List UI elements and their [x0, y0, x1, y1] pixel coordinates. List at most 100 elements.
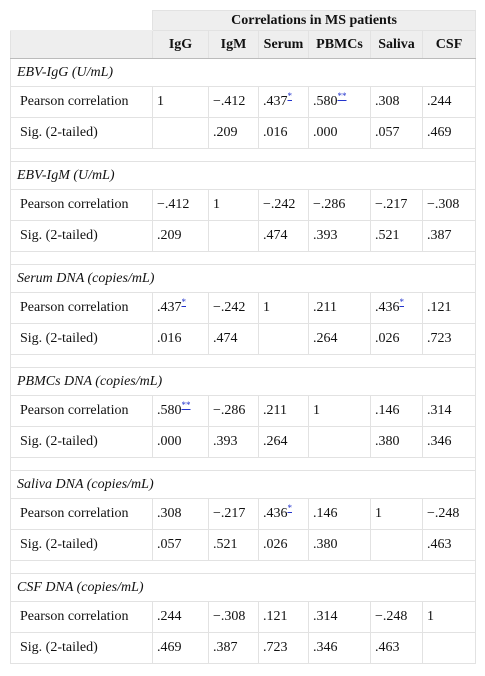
spacer — [9, 148, 477, 162]
cell: .436* — [370, 292, 423, 324]
table-body: EBV-IgG (U/mL) Pearson correlation 1 −.412.… — [9, 58, 477, 664]
spacer-row — [9, 560, 477, 574]
cell: .057 — [370, 117, 423, 149]
cell: .146 — [370, 395, 423, 427]
section-row: Serum DNA (copies/mL) — [9, 264, 477, 293]
cell: .211 — [308, 292, 371, 324]
cell: .474 — [208, 323, 259, 355]
section-row: Saliva DNA (copies/mL) — [9, 470, 477, 499]
cell: .016 — [258, 117, 309, 149]
footnote-link[interactable]: * — [287, 91, 293, 101]
cell: .580** — [152, 395, 209, 427]
data-row: Pearson correlation 1 −.412.437* .580** .308… — [10, 86, 477, 118]
cell-value: .580 — [313, 94, 338, 109]
cell: .521 — [208, 529, 259, 561]
footnote-link[interactable]: * — [287, 503, 293, 513]
cell: .121 — [258, 601, 309, 633]
cell: −.242 — [208, 292, 259, 324]
cell-value: .437 — [263, 94, 288, 109]
cell: .244 — [421, 86, 477, 118]
empty-cell — [152, 117, 209, 149]
section-title: EBV-IgM (U/mL) — [9, 161, 477, 190]
row-label: Sig. (2-tailed) — [10, 632, 153, 664]
column-header: Serum — [258, 30, 309, 59]
cell: .209 — [208, 117, 259, 149]
cell: 1 — [308, 395, 371, 427]
cell: .146 — [308, 498, 371, 530]
empty-cell — [308, 426, 371, 458]
correlation-table: Correlations in MS patients IgG IgM Serum P… — [9, 10, 477, 664]
empty-cell — [208, 220, 259, 252]
column-header: CSF — [421, 30, 477, 59]
cell: −.412 — [208, 86, 259, 118]
cell: −.248 — [370, 601, 423, 633]
footnote-link[interactable]: ** — [337, 91, 347, 101]
corner — [10, 10, 153, 31]
section-title: CSF DNA (copies/mL) — [9, 573, 477, 602]
section-title: Saliva DNA (copies/mL) — [9, 470, 477, 499]
cell: .000 — [152, 426, 209, 458]
cell: .463 — [370, 632, 423, 664]
data-row: Sig. (2-tailed) .209.016.000.057.469 — [10, 117, 477, 149]
cell: .016 — [152, 323, 209, 355]
spacer — [9, 560, 477, 574]
cell: 1 — [152, 86, 209, 118]
cell: .469 — [152, 632, 209, 664]
cell: .387 — [208, 632, 259, 664]
cell: .264 — [258, 426, 309, 458]
row-label: Pearson correlation — [10, 189, 153, 221]
cell-value: .436 — [263, 506, 288, 521]
cell: .393 — [308, 220, 371, 252]
column-header: PBMCs — [308, 30, 371, 59]
cell: .393 — [208, 426, 259, 458]
spacer-row — [9, 148, 477, 162]
cell: .723 — [421, 323, 477, 355]
spacer-row — [9, 354, 477, 368]
data-row: Sig. (2-tailed) .000.393.264 .380.346 — [10, 426, 477, 458]
row-label: Sig. (2-tailed) — [10, 426, 153, 458]
cell: .474 — [258, 220, 309, 252]
row-label: Pearson correlation — [10, 86, 153, 118]
cell: .209 — [152, 220, 209, 252]
cell: .026 — [258, 529, 309, 561]
empty-cell — [258, 323, 309, 355]
column-header: IgG — [152, 30, 209, 59]
data-row: Pearson correlation −.412 1 −.242 −.286 −.217… — [10, 189, 477, 221]
column-header: IgM — [208, 30, 259, 59]
footnote-link[interactable]: ** — [181, 400, 191, 410]
section-row: EBV-IgM (U/mL) — [9, 161, 477, 190]
section-row: EBV-IgG (U/mL) — [9, 58, 477, 87]
section-row: PBMCs DNA (copies/mL) — [9, 367, 477, 396]
row-label: Sig. (2-tailed) — [10, 117, 153, 149]
cell: 1 — [370, 498, 423, 530]
cell: 1 — [208, 189, 259, 221]
cell: .521 — [370, 220, 423, 252]
cell: .346 — [308, 632, 371, 664]
empty-cell — [421, 632, 477, 664]
cell: −.217 — [208, 498, 259, 530]
cell: −.412 — [152, 189, 209, 221]
cell: −.308 — [208, 601, 259, 633]
row-label: Pearson correlation — [10, 395, 153, 427]
footnote-link[interactable]: * — [399, 297, 405, 307]
cell: 1 — [421, 601, 477, 633]
row-label: Sig. (2-tailed) — [10, 529, 153, 561]
cell: .244 — [152, 601, 209, 633]
cell: .437* — [258, 86, 309, 118]
cell: −.217 — [370, 189, 423, 221]
footnote-link[interactable]: * — [181, 297, 187, 307]
group-header: Correlations in MS patients — [151, 10, 477, 31]
data-row: Pearson correlation .437* −.242 1.211.436*.… — [10, 292, 477, 324]
cell: .026 — [370, 323, 423, 355]
section-row: CSF DNA (copies/mL) — [9, 573, 477, 602]
data-row: Pearson correlation .308 −.217.436* .146 1 −.… — [10, 498, 477, 530]
corner — [10, 30, 153, 59]
cell: 1 — [258, 292, 309, 324]
cell: .469 — [421, 117, 477, 149]
cell: .580** — [308, 86, 371, 118]
cell: .463 — [421, 529, 477, 561]
row-label: Pearson correlation — [10, 498, 153, 530]
cell: .314 — [308, 601, 371, 633]
row-label: Sig. (2-tailed) — [10, 220, 153, 252]
